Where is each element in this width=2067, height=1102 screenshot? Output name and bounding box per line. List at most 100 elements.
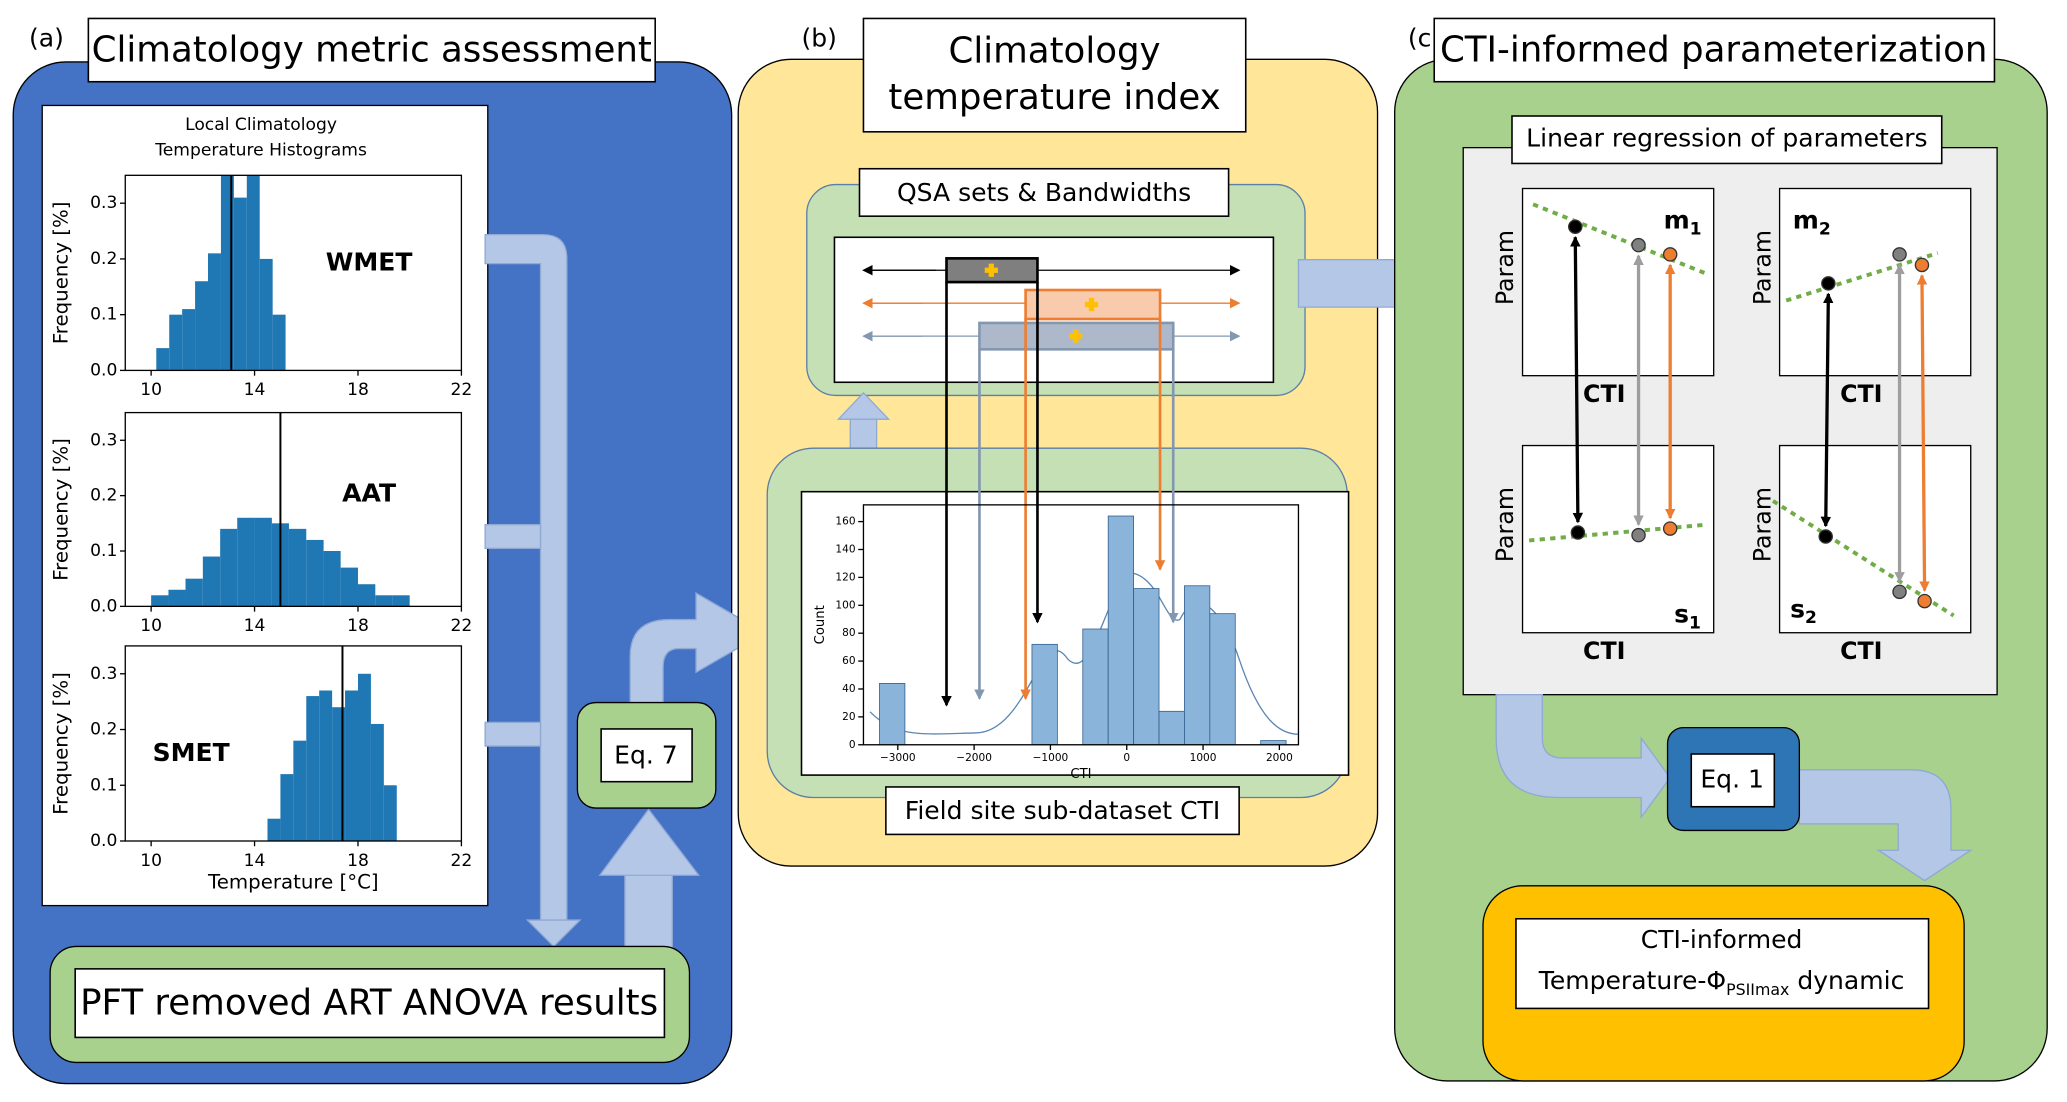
param-dot <box>1818 529 1833 544</box>
bar <box>1209 613 1236 745</box>
panel-label: (b) <box>802 24 837 53</box>
param-letter: s <box>1790 594 1805 623</box>
y-tick-label: 0.3 <box>90 430 117 450</box>
bar <box>272 314 286 371</box>
bar <box>246 175 260 371</box>
bar <box>237 517 255 607</box>
param-letter: m <box>1793 205 1819 234</box>
bars <box>151 412 410 607</box>
bar <box>357 584 376 607</box>
x-tick-label: 10 <box>140 616 162 636</box>
panel-label: (a) <box>29 24 64 53</box>
param-dot <box>1631 527 1646 543</box>
param-letter: s <box>1674 600 1689 629</box>
y-tick-label: 0 <box>849 739 856 751</box>
regression-title: Linear regression of parameters <box>1526 124 1927 153</box>
results-text: PFT removed ART ANOVA results <box>80 982 658 1023</box>
y-tick-label: 0.1 <box>90 541 117 561</box>
y-tick-label: 80 <box>842 627 855 639</box>
fit-line <box>1771 499 1955 618</box>
bar <box>340 567 358 607</box>
param-name: m2 <box>1793 205 1831 239</box>
bar <box>1031 643 1058 745</box>
bar <box>195 281 209 371</box>
param-dot <box>1892 247 1907 262</box>
link-arrow <box>1570 235 1584 524</box>
axes-frame <box>124 411 463 608</box>
x-axis-label: CTI <box>1840 380 1882 408</box>
flow-arrow <box>1798 769 1973 882</box>
outcome-text: Temperature-Φ <box>1538 966 1726 995</box>
bar <box>1082 628 1109 745</box>
y-tick-label: 0.1 <box>90 305 117 325</box>
regression-axes <box>1778 187 1972 377</box>
bar <box>1158 710 1185 745</box>
equation: Eq. 1 <box>1700 764 1764 793</box>
axes-frame <box>862 504 1300 746</box>
param-dot <box>1892 584 1907 600</box>
subscript: PSIImax <box>1726 979 1789 998</box>
y-axis-label: Frequency [%] <box>50 672 73 815</box>
bar <box>392 595 410 607</box>
center-mark <box>1084 297 1099 312</box>
flow-arrow <box>484 523 542 550</box>
bar <box>323 551 341 607</box>
bar <box>169 314 183 371</box>
qsa-title: QSA sets & Bandwidths <box>897 178 1191 207</box>
y-tick-label: 40 <box>842 683 855 695</box>
bar <box>357 673 371 841</box>
x-axis-label: CTI <box>1583 380 1625 408</box>
outcome-text: CTI-informed <box>1641 925 1803 954</box>
equation: Eq. 7 <box>614 741 678 770</box>
x-tick-label: 10 <box>140 380 162 400</box>
x-axis-label: CTI <box>1840 637 1882 665</box>
param-dot <box>1917 593 1932 609</box>
x-tick-label: 18 <box>347 380 369 400</box>
bar <box>370 723 384 841</box>
title-box <box>87 17 656 83</box>
bar <box>267 818 281 841</box>
title-box <box>862 17 1247 133</box>
flow-arrow <box>1495 694 1671 820</box>
histogram: −3000 −2000 −1000 0 1000 2000 0 20 40 60 80 100 120 1… <box>813 504 1300 782</box>
bar <box>1184 585 1211 745</box>
panel-title: temperature index <box>888 77 1220 118</box>
bar <box>1133 588 1160 745</box>
y-axis-label: Frequency [%] <box>50 438 73 581</box>
y-axis-label: Param <box>1491 230 1519 305</box>
regression-title-box <box>1511 115 1943 165</box>
param-name: s1 <box>1674 600 1701 634</box>
bar <box>259 258 273 371</box>
param-dot <box>1662 247 1678 262</box>
param-name: m1 <box>1664 205 1702 239</box>
bars <box>267 645 397 841</box>
flow-arrow-head <box>598 808 701 876</box>
panel-title: Climatology metric assessment <box>92 29 652 70</box>
bar <box>182 309 196 371</box>
x-axis-label: Temperature [°C] <box>207 871 379 894</box>
bar <box>233 197 247 371</box>
x-tick-label: 18 <box>347 851 369 871</box>
y-tick-label: 20 <box>842 711 855 723</box>
param-dot <box>1914 257 1930 273</box>
center-mark <box>984 263 998 277</box>
subscript: 2 <box>1819 219 1831 239</box>
x-tick-label: 0 <box>1123 752 1130 764</box>
bar <box>185 578 203 607</box>
param-letter: m <box>1664 205 1690 234</box>
x-tick-label: 2000 <box>1266 752 1293 764</box>
param-dot <box>1821 276 1836 291</box>
flow-arrow <box>624 871 673 950</box>
y-axis-label: Param <box>1748 230 1776 305</box>
y-tick-label: 0.2 <box>90 249 117 269</box>
bar <box>168 589 186 607</box>
x-tick-label: 10 <box>140 851 162 871</box>
bar <box>319 690 333 841</box>
bar <box>254 517 272 607</box>
results-box <box>74 968 666 1039</box>
x-axis-label: CTI <box>1070 767 1091 782</box>
equation-box <box>1690 753 1776 808</box>
histogram-card <box>41 104 489 907</box>
param-dot <box>1570 525 1586 540</box>
x-tick-label: −1000 <box>1033 752 1069 764</box>
